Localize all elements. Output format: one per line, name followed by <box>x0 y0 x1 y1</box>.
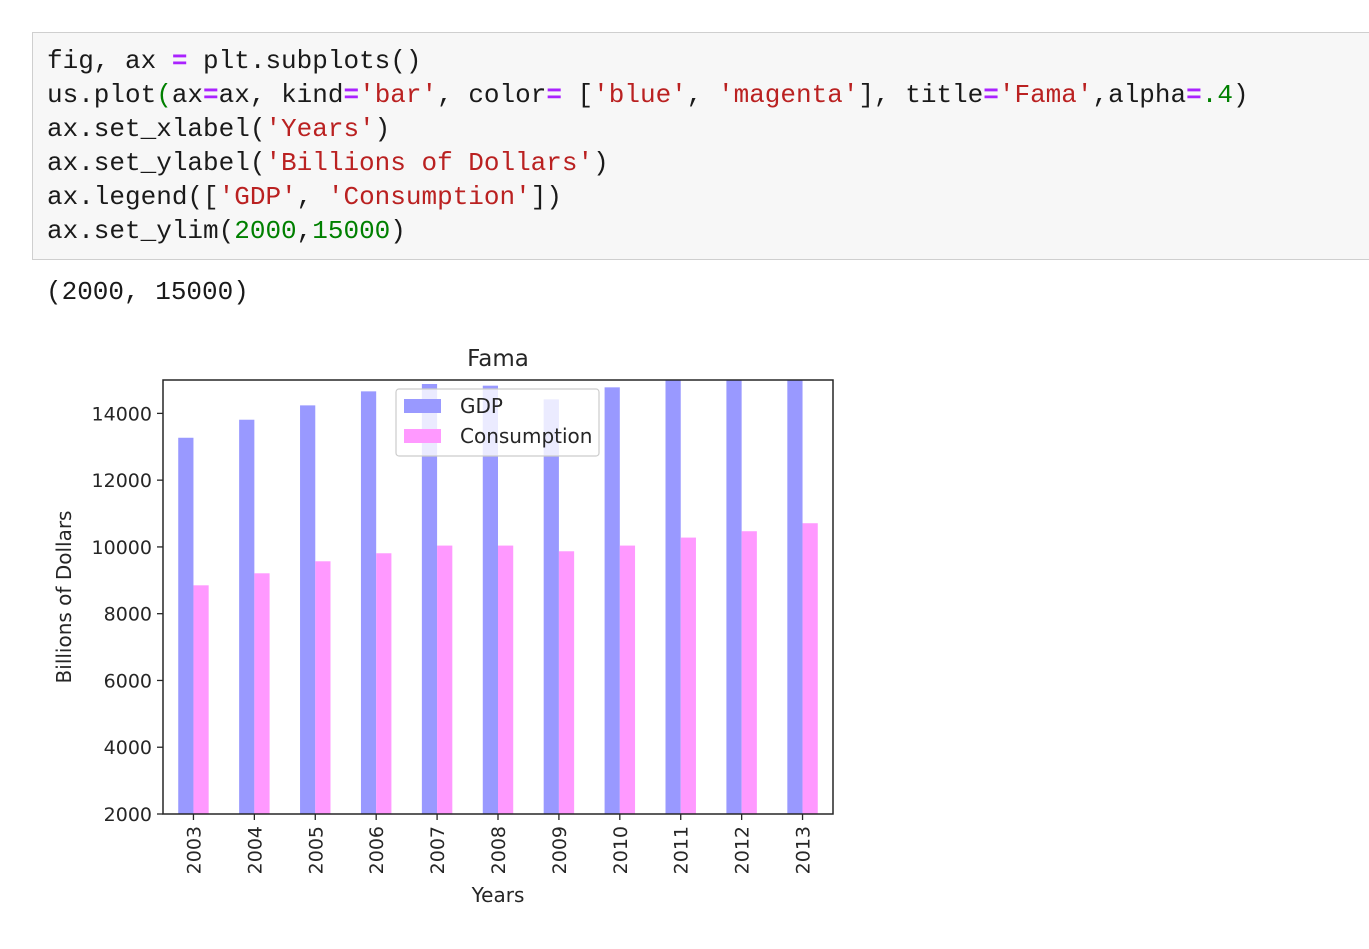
code-token: = <box>343 80 360 110</box>
x-tick-label: 2009 <box>549 826 571 874</box>
bar-consumption-2003 <box>193 585 209 814</box>
code-token: ) <box>390 216 406 246</box>
code-token: = <box>203 80 219 110</box>
bar-gdp-2011 <box>665 380 681 814</box>
y-tick-label: 2000 <box>104 804 152 826</box>
bar-consumption-2004 <box>254 573 270 814</box>
bar-gdp-2008 <box>482 385 498 814</box>
x-tick-label: 2010 <box>610 826 632 874</box>
x-tick-label: 2006 <box>366 826 388 874</box>
code-token: = <box>171 46 188 76</box>
code-token: , <box>296 216 313 246</box>
x-axis-label: Years <box>471 883 525 907</box>
code-line: fig, ax = plt.subplots() <box>47 44 421 78</box>
code-token: 15000 <box>312 216 391 246</box>
x-tick-label: 2008 <box>488 826 510 874</box>
bar-consumption-2008 <box>498 545 514 814</box>
x-tick-label: 2005 <box>305 826 327 874</box>
bar-gdp-2012 <box>726 380 742 814</box>
code-token: 'Consumption' <box>327 182 531 212</box>
bar-consumption-2006 <box>376 553 392 814</box>
code-token: = <box>546 80 562 110</box>
chart-title: Fama <box>467 346 529 372</box>
cell-output: (2000, 15000) <box>46 277 249 307</box>
code-token: us.plot <box>47 80 157 110</box>
code-token: ( <box>156 80 172 110</box>
code-token: plt.subplots() <box>187 46 422 76</box>
code-token: ax.set_xlabel( <box>47 114 266 144</box>
bar-gdp-2003 <box>178 437 194 814</box>
legend-swatch-gdp <box>404 399 441 413</box>
bar-consumption-2013 <box>802 523 818 814</box>
code-token: ax, kind <box>218 80 344 110</box>
code-token: ,alpha <box>1092 80 1187 110</box>
y-tick-label: 4000 <box>104 737 152 759</box>
legend-label-gdp: GDP <box>460 394 503 418</box>
x-tick-label: 2003 <box>183 826 205 874</box>
code-token: , color <box>437 80 547 110</box>
code-cell[interactable]: fig, ax = plt.subplots() us.plot(ax=ax, k… <box>32 32 1369 260</box>
code-line: us.plot(ax=ax, kind='bar', color= ['blue… <box>47 78 1249 112</box>
bar-gdp-2010 <box>604 387 620 814</box>
code-token: ax.set_ylim( <box>47 216 235 246</box>
code-token: .4 <box>1201 80 1233 110</box>
bar-gdp-2007 <box>421 384 438 814</box>
bar-gdp-2005 <box>300 405 316 814</box>
code-token: 2000 <box>234 216 297 246</box>
code-token: 'bar' <box>359 80 438 110</box>
code-token: 'blue' <box>593 80 687 110</box>
y-axis-label: Billions of Dollars <box>52 511 76 684</box>
y-tick-label: 10000 <box>92 537 152 559</box>
code-line: ax.set_xlabel('Years') <box>47 112 390 146</box>
x-tick-label: 2011 <box>671 826 693 874</box>
bar-consumption-2005 <box>315 561 331 814</box>
bar-consumption-2012 <box>741 531 757 814</box>
code-token: fig, ax <box>47 46 172 76</box>
code-token: ]) <box>530 182 562 212</box>
y-tick-label: 6000 <box>104 670 152 692</box>
legend-label-consumption: Consumption <box>460 424 592 448</box>
code-token: = <box>983 80 999 110</box>
bar-gdp-2006 <box>360 391 377 814</box>
bar-gdp-2013 <box>787 380 803 814</box>
legend-box <box>395 388 600 457</box>
code-token: ) <box>1232 80 1249 110</box>
code-token: 'magenta' <box>718 80 859 110</box>
legend-swatch-consumption <box>404 429 441 443</box>
code-token: 'GDP' <box>218 182 297 212</box>
y-tick-label: 8000 <box>104 604 152 626</box>
code-token: , <box>296 182 328 212</box>
code-line: ax.set_ylabel('Billions of Dollars') <box>47 146 609 180</box>
code-token: ax.set_ylabel( <box>47 148 266 178</box>
bar-consumption-2007 <box>437 545 453 814</box>
code-token: ) <box>593 148 609 178</box>
code-token: = <box>1186 80 1202 110</box>
bar-gdp-2004 <box>239 419 255 814</box>
code-token: [ <box>561 80 594 110</box>
code-token: ], title <box>858 80 984 110</box>
code-line: ax.set_ylim(2000,15000) <box>47 214 406 248</box>
x-tick-label: 2012 <box>732 826 754 874</box>
code-token: , <box>686 80 718 110</box>
code-token: ax <box>171 80 204 110</box>
y-tick-label: 12000 <box>92 470 152 492</box>
code-line: ax.legend(['GDP', 'Consumption']) <box>47 180 562 214</box>
bar-consumption-2010 <box>619 545 636 814</box>
bar-consumption-2011 <box>680 537 696 814</box>
code-token: ax.legend([ <box>47 182 219 212</box>
x-tick-label: 2004 <box>244 826 266 874</box>
code-token: 'Years' <box>265 114 375 144</box>
code-token: 'Fama' <box>998 80 1093 110</box>
y-tick-label: 14000 <box>92 403 152 425</box>
x-tick-label: 2013 <box>793 826 815 874</box>
x-tick-label: 2007 <box>427 826 449 874</box>
code-token: 'Billions of Dollars' <box>265 148 594 178</box>
bar-gdp-2009 <box>543 399 559 814</box>
bar-consumption-2009 <box>558 551 575 814</box>
code-token: ) <box>374 114 391 144</box>
